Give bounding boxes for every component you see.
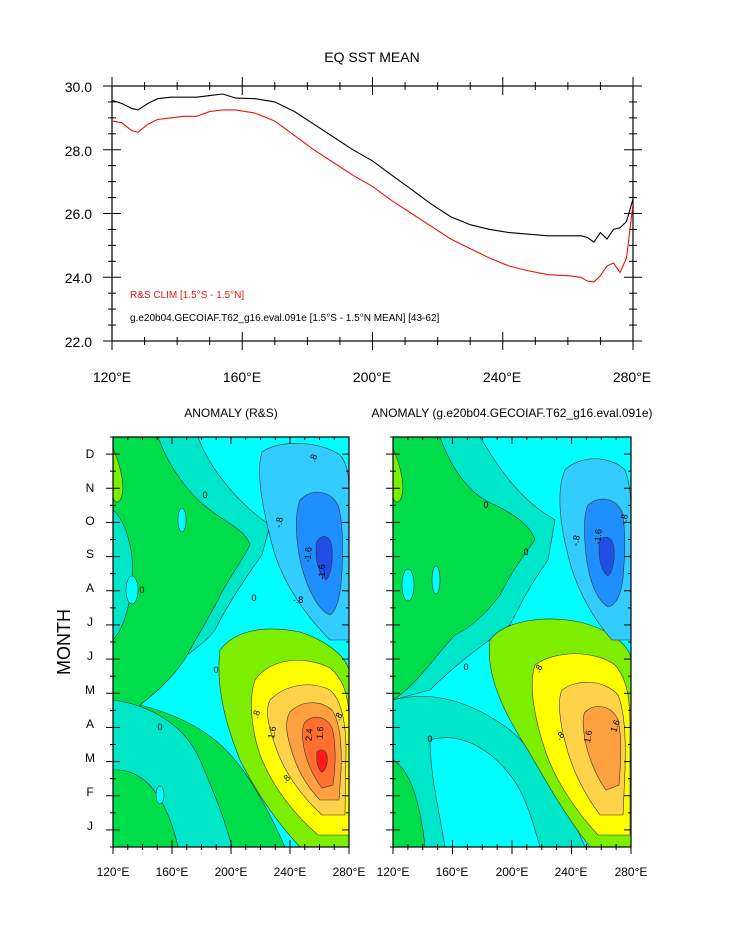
contour-label: -1.6 xyxy=(592,529,603,545)
series-line-model xyxy=(112,93,633,243)
month-tick: J xyxy=(87,649,93,663)
field-cell xyxy=(125,575,139,605)
y-tick-label: 26.0 xyxy=(65,206,92,222)
y-tick-label: 28.0 xyxy=(65,143,92,159)
lower-x-tick-labels-left: 120°E 160°E 200°E 240°E 280°E xyxy=(97,865,366,879)
month-tick: F xyxy=(86,785,93,799)
x-tick-label: 240°E xyxy=(274,865,307,879)
x-tick-label: 280°E xyxy=(613,369,651,385)
lower-x-tick-labels-right: 120°E 160°E 200°E 240°E 280°E xyxy=(377,865,648,879)
contour-label: 0 xyxy=(463,662,468,672)
contour-label: 0 xyxy=(483,500,488,510)
x-tick-label: 280°E xyxy=(333,865,366,879)
contour-label: .8 xyxy=(532,663,544,675)
field-green xyxy=(393,437,536,701)
month-tick: M xyxy=(85,751,95,765)
axis-ticks xyxy=(103,77,642,350)
month-tick: A xyxy=(86,581,94,595)
contour-label: .8 xyxy=(250,709,262,719)
month-tick: J xyxy=(87,819,93,833)
contour-label: .8 xyxy=(332,711,344,723)
x-tick-label: 200°E xyxy=(496,865,529,879)
panel-title: ANOMALY (g.e20b04.GECOIAF.T62_g16.eval.0… xyxy=(371,406,652,420)
contour-label: -.8 xyxy=(618,513,630,525)
contour-label: 1.6 xyxy=(608,718,622,733)
anomaly-panel-model: ANOMALY (g.e20b04.GECOIAF.T62_g16.eval.0… xyxy=(371,406,653,854)
contour-label: 0 xyxy=(202,490,207,500)
contour-label: 1.6 xyxy=(314,726,325,739)
month-tick: S xyxy=(86,547,94,561)
contour-label: 2.4 xyxy=(303,728,314,741)
y-tick-label: 24.0 xyxy=(65,270,92,286)
contour-label: 1.6 xyxy=(582,729,594,743)
month-tick: M xyxy=(85,683,95,697)
month-axis-label: MONTH xyxy=(54,609,74,675)
legend-black-label: g.e20b04.GECOIAF.T62_g16.eval.091e [1.5°… xyxy=(130,313,440,324)
month-tick: O xyxy=(85,514,94,528)
contour-label: 1.6 xyxy=(266,725,278,739)
axis-ticks xyxy=(386,436,632,854)
field-cell xyxy=(155,785,165,805)
panel-title: ANOMALY (R&S) xyxy=(184,406,278,420)
contour-label: -.8 xyxy=(293,595,304,605)
x-tick-label: 160°E xyxy=(156,865,189,879)
contour-label: 0 xyxy=(157,722,162,732)
y-tick-label: 22.0 xyxy=(65,334,92,350)
y-tick-label: 30.0 xyxy=(65,79,92,95)
x-tick-label: 120°E xyxy=(377,865,410,879)
x-tick-label: 120°E xyxy=(93,369,131,385)
contour-label: .8 xyxy=(307,453,319,463)
series-line-rs-clim xyxy=(112,109,633,283)
plot-frame xyxy=(111,85,634,342)
field-orange xyxy=(582,706,622,791)
x-tick-label: 200°E xyxy=(215,865,248,879)
field-cell xyxy=(431,565,441,595)
contour-label: -.8 xyxy=(273,516,285,528)
contour-label: -.8 xyxy=(570,534,582,546)
legend-red-label: R&S CLIM [1.5°S - 1.5°N] xyxy=(130,290,244,301)
x-tick-labels: 120°E 160°E 200°E 240°E 280°E xyxy=(93,369,651,385)
month-tick: N xyxy=(86,481,95,495)
month-tick: A xyxy=(86,717,94,731)
anomaly-panel-rs: ANOMALY (R&S) xyxy=(106,406,350,854)
chart-title: EQ SST MEAN xyxy=(324,49,419,65)
contour-labels: .8 -.8 -1.6 -1.6 -.8 0 0 0 0 .8 1.6 2.4 … xyxy=(139,453,344,785)
contour-label: -1.6 xyxy=(317,564,327,580)
contour-label: 0 xyxy=(213,665,218,675)
contour-label: 0 xyxy=(523,547,528,557)
contour-label: 0 xyxy=(427,734,432,744)
contour-label: 0 xyxy=(251,593,256,603)
contour-label: 0 xyxy=(139,585,144,595)
x-tick-label: 160°E xyxy=(436,865,469,879)
x-tick-label: 240°E xyxy=(483,369,521,385)
x-tick-label: 280°E xyxy=(615,865,648,879)
sst-mean-chart: EQ SST MEAN 30.0 28.0 26.0 24.0 22.0 120… xyxy=(65,49,651,385)
x-tick-label: 120°E xyxy=(97,865,130,879)
field-cell xyxy=(177,507,187,533)
x-tick-label: 160°E xyxy=(223,369,261,385)
field-deep-blue xyxy=(315,536,333,581)
month-tick: J xyxy=(87,615,93,629)
month-tick-labels: D N O S A J J M A M F J xyxy=(85,447,95,833)
field-deep-blue xyxy=(598,536,615,577)
contour-label: -1.6 xyxy=(302,547,313,563)
x-tick-label: 200°E xyxy=(353,369,391,385)
month-tick: D xyxy=(86,447,95,461)
field-cyan-lower xyxy=(429,737,541,847)
field-cell xyxy=(401,568,415,602)
field-red-core xyxy=(316,749,328,773)
x-tick-label: 240°E xyxy=(555,865,588,879)
axis-ticks xyxy=(106,436,350,854)
y-tick-labels: 30.0 28.0 26.0 24.0 22.0 xyxy=(65,79,92,350)
